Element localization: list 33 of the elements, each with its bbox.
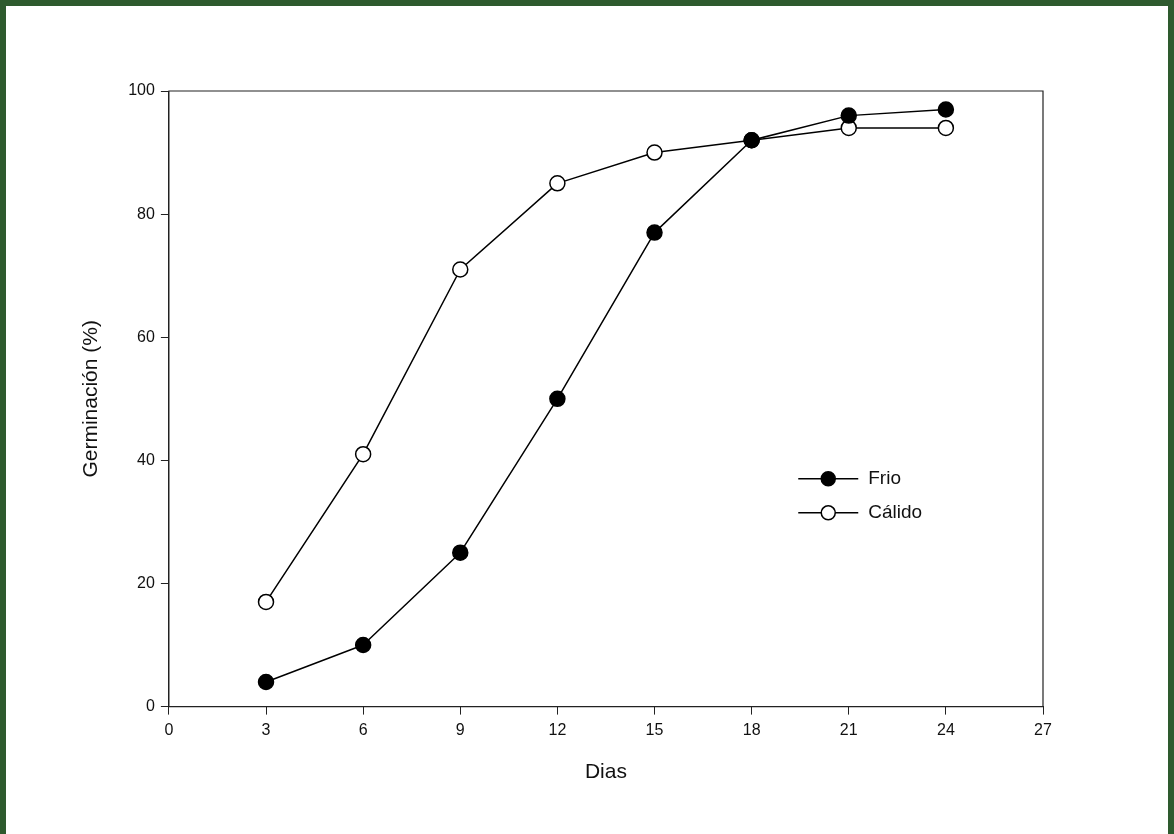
x-tick-label: 15 xyxy=(645,720,664,738)
point xyxy=(354,636,372,654)
point xyxy=(257,593,275,611)
point xyxy=(549,390,566,408)
x-tick-label: 12 xyxy=(548,720,567,738)
x-tick-label: 24 xyxy=(936,720,955,738)
y-tick-label: 60 xyxy=(137,327,155,345)
y-tick-label: 40 xyxy=(137,450,155,468)
x-tick-label: 9 xyxy=(455,720,465,738)
y-axis-title: Germinación (%) xyxy=(78,320,102,478)
point xyxy=(452,544,469,561)
x-tick-label: 18 xyxy=(742,720,761,738)
point xyxy=(646,144,663,161)
point xyxy=(452,261,469,278)
point xyxy=(937,101,955,118)
y-tick-label: 100 xyxy=(128,81,155,99)
point xyxy=(257,673,275,691)
point xyxy=(646,224,663,241)
legend-label: Cálido xyxy=(868,501,923,523)
x-tick-label: 0 xyxy=(164,720,174,738)
y-tick-label: 80 xyxy=(137,204,155,222)
x-tick-label: 21 xyxy=(839,720,858,738)
legend-label: Frio xyxy=(868,467,901,489)
x-axis-title: Dias xyxy=(584,759,627,783)
x-tick-label: 3 xyxy=(261,720,271,738)
x-tick-label: 6 xyxy=(358,720,368,738)
point xyxy=(840,107,858,124)
y-tick-label: 20 xyxy=(137,573,155,591)
x-tick-label: 27 xyxy=(1034,720,1052,738)
point xyxy=(549,175,566,192)
point xyxy=(937,119,955,137)
y-tick-label: 0 xyxy=(145,697,155,715)
point xyxy=(354,445,372,463)
